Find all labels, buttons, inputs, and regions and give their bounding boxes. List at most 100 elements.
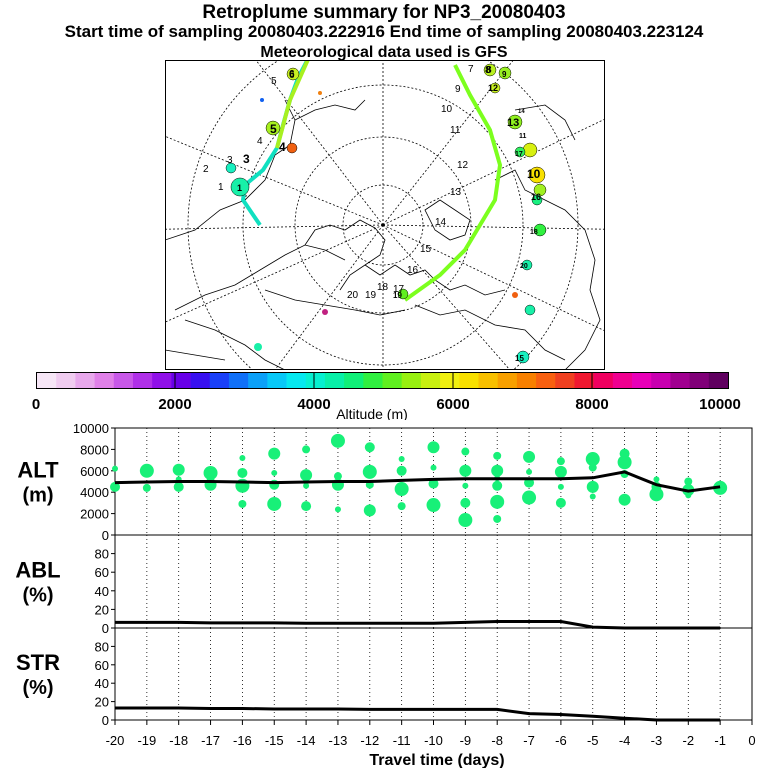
map-day-18: 18 — [377, 282, 389, 293]
cluster-label-1: 1 — [237, 183, 242, 193]
cluster-point — [649, 487, 664, 502]
map-day-11: 11 — [450, 125, 461, 136]
map-day-4: 4 — [257, 136, 263, 147]
map-day-1: 1 — [218, 182, 224, 193]
cluster-point — [588, 463, 597, 472]
x-tick-label: 0 — [748, 733, 755, 748]
cluster-point — [430, 464, 437, 471]
cluster-point — [523, 450, 536, 463]
cluster-point — [617, 455, 632, 470]
cluster-label-13: 13 — [507, 117, 519, 129]
colorbar-swatch — [37, 373, 57, 388]
colorbar-frame — [36, 372, 729, 389]
y-axis-unit: (%) — [22, 585, 53, 607]
cluster-point — [618, 493, 631, 506]
cluster-point — [110, 481, 120, 492]
cluster-point — [589, 493, 596, 500]
cluster-point — [554, 465, 567, 478]
cluster-point — [364, 442, 375, 453]
cluster-labels: 1 3 4 5 6 8 9 10 11 12 13 14 15 16 17 18… — [237, 65, 541, 363]
colorbar-ticks: 0 2000 4000 6000 8000 10000 — [32, 396, 741, 413]
colorbar-swatch — [363, 373, 383, 388]
cluster-label-4: 4 — [279, 140, 286, 154]
colorbar-swatch — [209, 373, 230, 388]
y-tick-label: 6000 — [80, 464, 109, 479]
map-day-20: 20 — [347, 290, 359, 301]
colorbar-swatch — [574, 373, 595, 388]
cluster-point — [555, 497, 566, 508]
map-day-17: 17 — [393, 284, 405, 295]
colorbar-tick-0: 0 — [32, 396, 40, 413]
colorbar-swatch — [689, 373, 710, 388]
colorbar-swatch — [132, 373, 153, 388]
cluster-point — [493, 514, 502, 523]
colorbar-tick-8000: 8000 — [575, 396, 608, 413]
cluster-point — [239, 454, 246, 461]
y-axis-label: ALT — [17, 458, 59, 483]
cluster-point — [526, 468, 533, 475]
x-tick-label: -13 — [329, 733, 348, 748]
y-tick-label: 0 — [102, 528, 109, 543]
colorbar-swatch — [305, 373, 326, 388]
map-frame — [165, 60, 605, 370]
x-tick-label: -5 — [587, 733, 599, 748]
colorbar-swatch — [612, 373, 633, 388]
x-tick-label: -10 — [424, 733, 443, 748]
y-tick-label: 60 — [95, 658, 109, 673]
cluster-point — [112, 465, 118, 472]
cluster-point — [426, 498, 441, 513]
cluster-point — [362, 464, 377, 479]
y-tick-label: 40 — [95, 676, 109, 691]
cluster-point — [394, 481, 409, 496]
polar-map: 1 2 3 4 5 6 7 8 9 10 11 12 13 14 15 16 1… — [165, 60, 605, 370]
trajectory-segment-mid — [275, 60, 310, 149]
colorbar-swatch — [459, 373, 479, 388]
cluster-point — [268, 447, 281, 460]
colorbar-swatch — [478, 373, 499, 388]
cluster-point — [460, 497, 471, 508]
map-day-6: 6 — [289, 70, 295, 81]
cluster-point — [585, 452, 600, 467]
cluster-point — [493, 451, 502, 460]
colorbar-tick-2000: 2000 — [158, 396, 191, 413]
colorbar-swatch — [632, 373, 652, 388]
map-background — [165, 60, 605, 370]
colorbar-swatch — [190, 373, 211, 388]
cluster-point — [139, 463, 154, 478]
map-day-10: 10 — [441, 104, 453, 115]
y-tick-label: 4000 — [80, 485, 109, 500]
cluster-label-9: 9 — [502, 70, 507, 79]
day-labels: 1 2 3 4 5 6 7 8 9 10 11 12 13 14 15 16 1… — [203, 64, 491, 301]
alt-chart: 0 2000 4000 6000 8000 10000 ALT(m) — [17, 421, 753, 543]
altitude-colorbar: 0 2000 4000 6000 8000 10000 Altitude (m) — [32, 372, 741, 420]
colorbar-swatch — [382, 373, 403, 388]
x-tick-label: -2 — [683, 733, 695, 748]
x-tick-label: -20 — [106, 733, 125, 748]
cluster-point — [685, 492, 692, 499]
colorbar-swatch — [401, 373, 422, 388]
cluster-point — [684, 477, 693, 486]
colorbar-swatch — [670, 373, 691, 388]
cluster-label-16: 16 — [531, 192, 541, 202]
colorbar-swatch — [152, 373, 172, 388]
cluster-label-15: 15 — [515, 354, 524, 363]
cluster-point — [653, 476, 660, 483]
cluster-point — [557, 483, 564, 490]
y-axis-label: ABL — [15, 558, 60, 583]
map-day-8: 8 — [485, 65, 491, 76]
cluster-point — [271, 469, 278, 476]
map-day-3: 3 — [227, 155, 233, 166]
x-tick-label: -15 — [265, 733, 284, 748]
cluster-point — [491, 464, 504, 477]
cluster-point — [458, 513, 473, 528]
cluster-point — [461, 447, 470, 456]
map-day-12: 12 — [457, 160, 469, 171]
y-tick-label: 20 — [95, 695, 109, 710]
map-day-2: 2 — [203, 164, 209, 175]
y-tick-label: 0 — [102, 621, 109, 636]
colorbar-swatch — [440, 373, 460, 388]
cluster-label-11: 11 — [519, 133, 527, 140]
y-tick-label: 80 — [95, 547, 109, 562]
cluster-point — [303, 482, 310, 489]
map-day-15: 15 — [420, 244, 432, 255]
